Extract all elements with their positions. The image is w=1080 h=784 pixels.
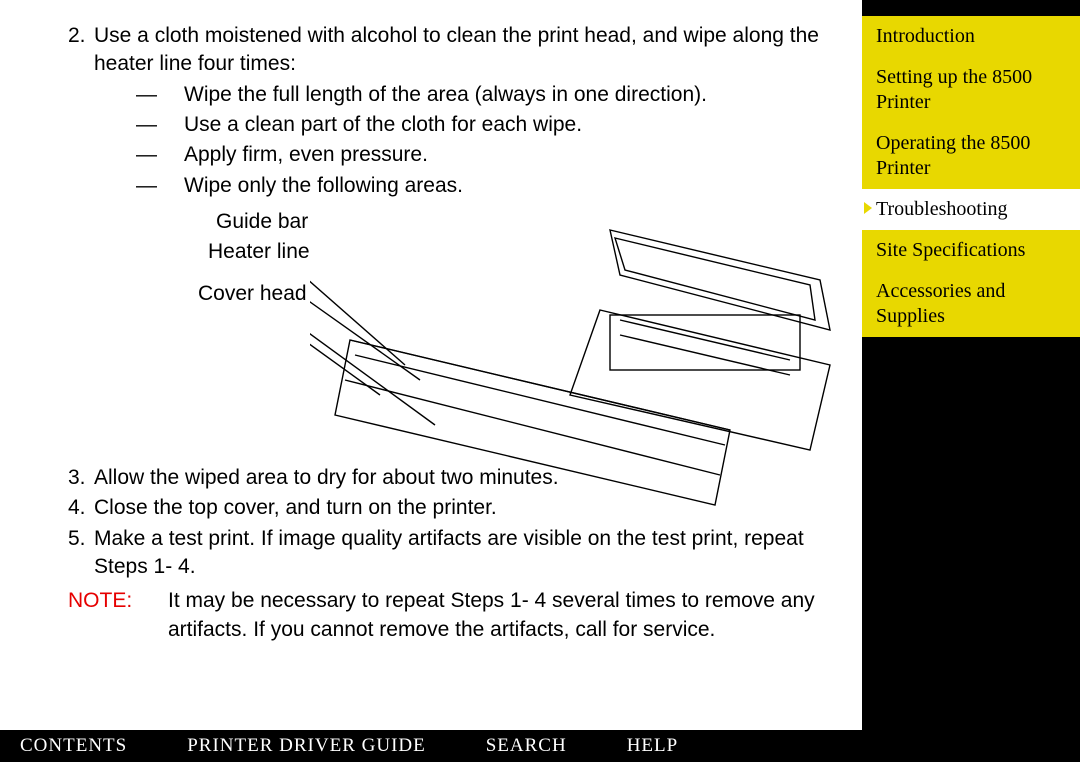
nav-site-specs[interactable]: Site Specifications (862, 230, 1080, 271)
sidebar-nav: Introduction Setting up the 8500 Printer… (862, 0, 1080, 730)
main-content: 2. Use a cloth moistened with alcohol to… (0, 0, 862, 730)
sub-text: Wipe only the following areas. (184, 172, 463, 200)
sub-text: Apply firm, even pressure. (184, 141, 428, 169)
nav-label: Accessories and Supplies (876, 280, 1005, 327)
bottom-contents[interactable]: CONTENTS (20, 735, 127, 757)
nav-label: Site Specifications (876, 239, 1025, 261)
label-cover-head: Cover head (198, 280, 307, 308)
nav-introduction[interactable]: Introduction (862, 16, 1080, 57)
sub-item: — Wipe only the following areas. (136, 172, 842, 200)
sub-item: — Apply firm, even pressure. (136, 141, 842, 169)
nav-accessories[interactable]: Accessories and Supplies (862, 271, 1080, 337)
step-text: Use a cloth moistened with alcohol to cl… (94, 22, 842, 79)
bottom-bar-spacer (862, 730, 1080, 762)
step-3: 3. Allow the wiped area to dry for about… (68, 464, 842, 492)
step-text: Make a test print. If image quality arti… (94, 525, 842, 582)
step-text: Allow the wiped area to dry for about tw… (94, 464, 842, 492)
step-number: 4. (68, 494, 94, 522)
note: NOTE: It may be necessary to repeat Step… (68, 587, 842, 644)
dash-icon: — (136, 141, 184, 169)
label-heater-line: Heater line (208, 238, 310, 266)
nav-troubleshooting[interactable]: Troubleshooting (862, 189, 1080, 230)
note-text: It may be necessary to repeat Steps 1- 4… (168, 587, 842, 644)
bottom-driver-guide[interactable]: PRINTER DRIVER GUIDE (187, 735, 426, 757)
bottom-search[interactable]: SEARCH (486, 735, 567, 757)
nav-label: Operating the 8500 Printer (876, 132, 1030, 179)
dash-icon: — (136, 111, 184, 139)
nav-label: Introduction (876, 25, 975, 47)
arrow-icon (864, 202, 872, 214)
nav-label: Setting up the 8500 Printer (876, 66, 1032, 113)
label-guide-bar: Guide bar (216, 208, 308, 236)
step-number: 2. (68, 22, 94, 79)
step-5: 5. Make a test print. If image quality a… (68, 525, 842, 582)
dash-icon: — (136, 172, 184, 200)
sub-text: Use a clean part of the cloth for each w… (184, 111, 582, 139)
nav-label: Troubleshooting (876, 198, 1008, 220)
nav-operating[interactable]: Operating the 8500 Printer (862, 123, 1080, 189)
step-text: Close the top cover, and turn on the pri… (94, 494, 842, 522)
sub-item: — Use a clean part of the cloth for each… (136, 111, 842, 139)
step-4: 4. Close the top cover, and turn on the … (68, 494, 842, 522)
step-number: 5. (68, 525, 94, 582)
dash-icon: — (136, 81, 184, 109)
bottom-help[interactable]: HELP (627, 735, 679, 757)
sub-item: — Wipe the full length of the area (alwa… (136, 81, 842, 109)
bottom-bar: CONTENTS PRINTER DRIVER GUIDE SEARCH HEL… (0, 730, 862, 762)
nav-setting-up[interactable]: Setting up the 8500 Printer (862, 57, 1080, 123)
step-2: 2. Use a cloth moistened with alcohol to… (68, 22, 842, 79)
step-2-sublist: — Wipe the full length of the area (alwa… (68, 81, 842, 200)
diagram-labels: Guide bar Heater line Cover head (68, 204, 842, 464)
sub-text: Wipe the full length of the area (always… (184, 81, 707, 109)
note-label: NOTE: (68, 587, 168, 644)
step-number: 3. (68, 464, 94, 492)
